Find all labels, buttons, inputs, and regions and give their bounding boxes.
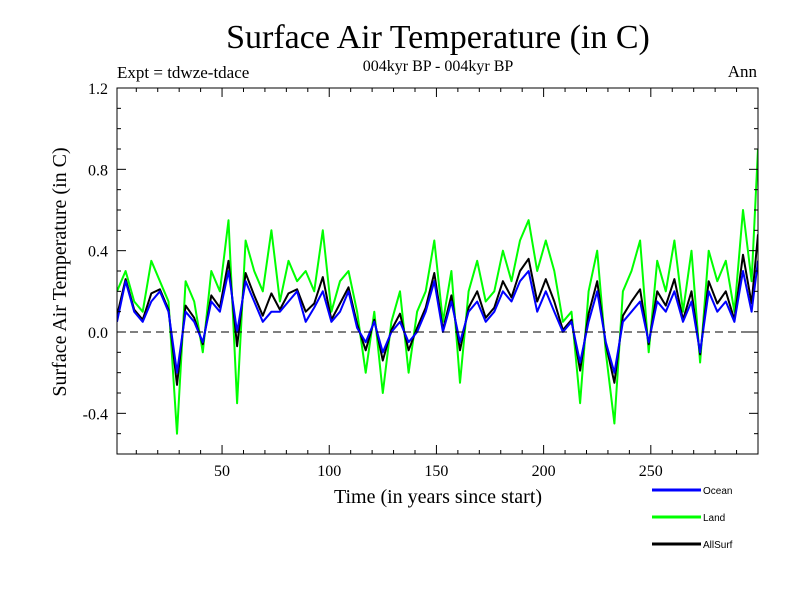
y-tick-label: 0.8 [88, 162, 108, 179]
x-tick-label: 100 [317, 463, 341, 480]
chart-subtitle: 004kyr BP - 004kyr BP [363, 58, 514, 75]
experiment-label: Expt = tdwze-tdace [117, 63, 249, 82]
y-axis-label: Surface Air Temperature (in C) [49, 147, 71, 396]
legend-label-land: Land [703, 513, 725, 524]
x-axis-label: Time (in years since start) [334, 486, 542, 508]
x-tick-label: 150 [424, 463, 448, 480]
chart-title: Surface Air Temperature (in C) [226, 19, 650, 56]
x-tick-label: 250 [639, 463, 663, 480]
legend: Ocean Land AllSurf [652, 486, 733, 551]
y-tick-label: 0.4 [88, 244, 108, 261]
x-tick-label: 50 [214, 463, 230, 480]
x-tick-label: 200 [532, 463, 556, 480]
series-line-ocean [117, 260, 758, 374]
series-line-land [117, 148, 758, 435]
y-tick-label: 0.0 [88, 325, 108, 342]
legend-label-ocean: Ocean [703, 486, 732, 497]
y-tick-label: 1.2 [88, 81, 108, 98]
y-tick-label: -0.4 [83, 406, 108, 423]
series-line-allsurf [117, 234, 758, 386]
season-label: Ann [728, 62, 758, 81]
y-axis-ticks: -0.4 0.0 0.4 0.8 1.2 [83, 81, 758, 455]
series-layer [117, 148, 758, 435]
legend-label-allsurf: AllSurf [703, 540, 733, 551]
plot-area: 50 100 150 200 250 -0.4 0.0 0.4 0.8 1.2 [83, 81, 759, 480]
x-axis-ticks: 50 100 150 200 250 [135, 88, 738, 480]
